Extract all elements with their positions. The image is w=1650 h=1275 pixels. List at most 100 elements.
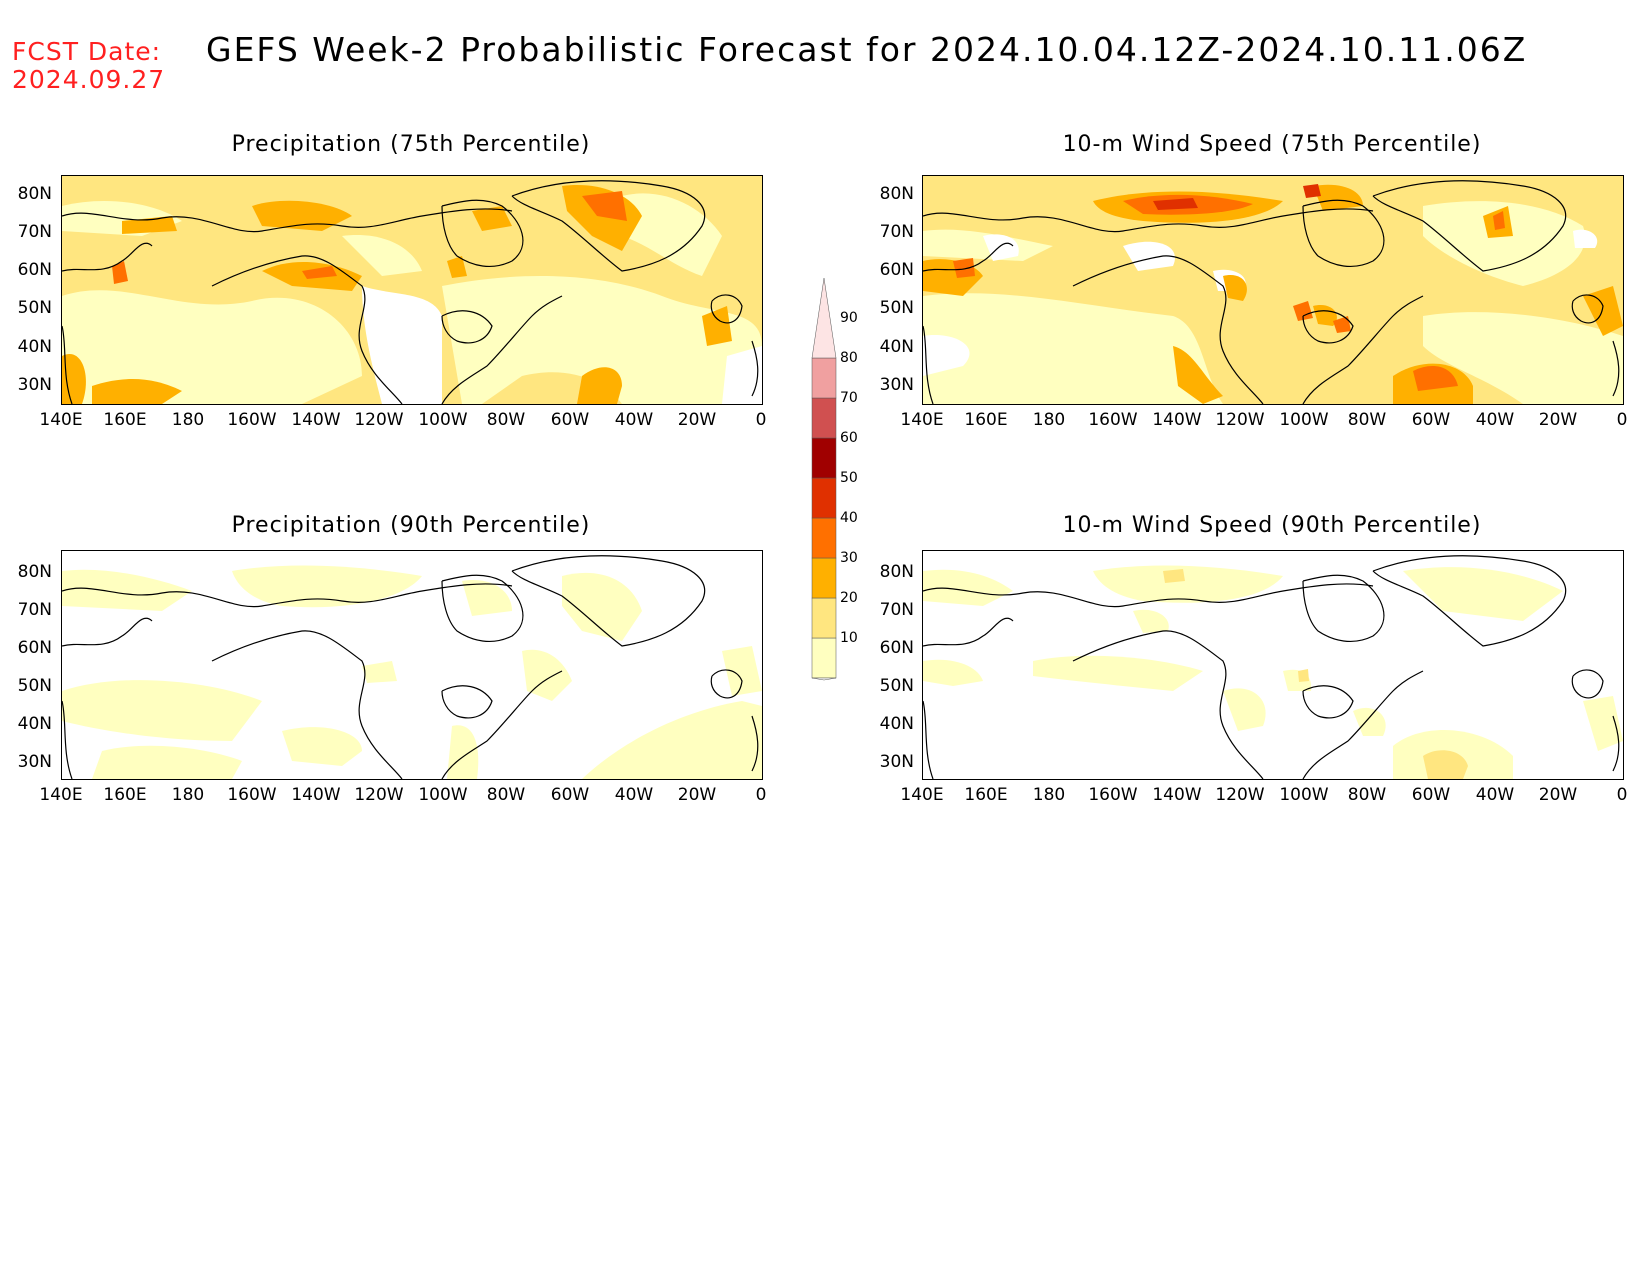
lon-label-p1-0: 0 <box>755 410 767 430</box>
forecast-date-block: FCST Date: 2024.09.27 <box>12 38 165 94</box>
map-precip-90-fill <box>62 551 762 779</box>
panel-title-precip-75: Precipitation (75th Percentile) <box>231 132 591 157</box>
colorbar-swatch-50 <box>811 477 837 519</box>
main-title: GEFS Week-2 Probabilistic Forecast for 2… <box>206 30 1528 69</box>
panel-title-precip-90: Precipitation (90th Percentile) <box>231 513 591 538</box>
colorbar-swatch-30 <box>811 557 837 599</box>
lat-label-p3-50n: 50N <box>17 676 52 696</box>
colorbar <box>811 277 837 681</box>
map-precip-90 <box>61 550 763 780</box>
lon-label-p1-80w: 80W <box>486 410 526 430</box>
lat-label-p1-70n: 70N <box>17 222 52 242</box>
colorbar-label-60: 60 <box>840 430 858 446</box>
lat-label-p1-60n: 60N <box>17 260 52 280</box>
lon-label-p1-60w: 60W <box>550 410 590 430</box>
lon-label-p3-20w: 20W <box>677 785 717 805</box>
lon-label-p1-120w: 120W <box>354 410 404 430</box>
lon-label-p3-160w: 160W <box>227 785 277 805</box>
lon-label-p1-160w: 160W <box>227 410 277 430</box>
forecast-date-value: 2024.09.27 <box>12 65 166 94</box>
lat-label-p1-50n: 50N <box>17 298 52 318</box>
lon-label-p2-160w: 160W <box>1088 410 1138 430</box>
lat-label-p3-60n: 60N <box>17 638 52 658</box>
lon-label-p2-80w: 80W <box>1347 410 1387 430</box>
lon-label-p4-140w: 140W <box>1152 785 1202 805</box>
lon-label-p2-100w: 100W <box>1279 410 1329 430</box>
lat-label-p2-40n: 40N <box>879 337 914 357</box>
panel-title-wind-75: 10-m Wind Speed (75th Percentile) <box>1062 132 1482 157</box>
colorbar-top-triangle <box>811 277 837 359</box>
lon-label-p2-0: 0 <box>1616 410 1628 430</box>
colorbar-swatch-80 <box>811 357 837 399</box>
colorbar-label-20: 20 <box>840 590 858 606</box>
lat-label-p2-80n: 80N <box>879 184 914 204</box>
lon-label-p1-140e: 140E <box>39 410 83 430</box>
lon-label-p4-40w: 40W <box>1475 785 1515 805</box>
lat-label-p4-70n: 70N <box>879 600 914 620</box>
map-wind-75 <box>922 175 1624 405</box>
map-precip-75-fill <box>62 176 762 404</box>
lon-label-p1-100w: 100W <box>418 410 468 430</box>
lon-label-p4-20w: 20W <box>1538 785 1578 805</box>
lat-label-p4-50n: 50N <box>879 676 914 696</box>
lon-label-p2-120w: 120W <box>1215 410 1265 430</box>
lon-label-p2-140w: 140W <box>1152 410 1202 430</box>
lat-label-p1-80n: 80N <box>17 184 52 204</box>
lon-label-p3-140w: 140W <box>291 785 341 805</box>
colorbar-swatch-60 <box>811 437 837 479</box>
lat-label-p4-30n: 30N <box>879 752 914 772</box>
lat-label-p3-30n: 30N <box>17 752 52 772</box>
lon-label-p4-60w: 60W <box>1411 785 1451 805</box>
lat-label-p2-30n: 30N <box>879 375 914 395</box>
lon-label-p1-20w: 20W <box>677 410 717 430</box>
lat-label-p3-70n: 70N <box>17 600 52 620</box>
lat-label-p4-60n: 60N <box>879 638 914 658</box>
lon-label-p1-180: 180 <box>171 410 205 430</box>
map-precip-75 <box>61 175 763 405</box>
colorbar-label-30: 30 <box>840 550 858 566</box>
lon-label-p1-140w: 140W <box>291 410 341 430</box>
map-wind-90-fill <box>923 551 1623 779</box>
lon-label-p3-40w: 40W <box>614 785 654 805</box>
lon-label-p3-60w: 60W <box>550 785 590 805</box>
lat-label-p3-40n: 40N <box>17 714 52 734</box>
lon-label-p4-120w: 120W <box>1215 785 1265 805</box>
lon-label-p2-160e: 160E <box>964 410 1008 430</box>
lon-label-p4-140e: 140E <box>900 785 944 805</box>
lon-label-p3-0: 0 <box>755 785 767 805</box>
colorbar-label-70: 70 <box>840 390 858 406</box>
colorbar-swatch-10 <box>811 637 837 679</box>
colorbar-bottom-triangle <box>811 677 837 681</box>
lat-label-p2-50n: 50N <box>879 298 914 318</box>
lat-label-p1-30n: 30N <box>17 375 52 395</box>
colorbar-label-40: 40 <box>840 510 858 526</box>
map-wind-90 <box>922 550 1624 780</box>
panel-title-wind-90: 10-m Wind Speed (90th Percentile) <box>1062 513 1482 538</box>
lon-label-p3-80w: 80W <box>486 785 526 805</box>
lon-label-p1-40w: 40W <box>614 410 654 430</box>
lat-label-p3-80n: 80N <box>17 562 52 582</box>
lon-label-p4-0: 0 <box>1616 785 1628 805</box>
lon-label-p3-160e: 160E <box>103 785 147 805</box>
lat-label-p4-40n: 40N <box>879 714 914 734</box>
lon-label-p2-20w: 20W <box>1538 410 1578 430</box>
lat-label-p1-40n: 40N <box>17 337 52 357</box>
lat-label-p2-70n: 70N <box>879 222 914 242</box>
map-wind-75-fill <box>923 176 1623 404</box>
lon-label-p4-80w: 80W <box>1347 785 1387 805</box>
lon-label-p2-40w: 40W <box>1475 410 1515 430</box>
colorbar-label-50: 50 <box>840 470 858 486</box>
lon-label-p3-100w: 100W <box>418 785 468 805</box>
lon-label-p2-140e: 140E <box>900 410 944 430</box>
lon-label-p2-60w: 60W <box>1411 410 1451 430</box>
colorbar-label-80: 80 <box>840 350 858 366</box>
colorbar-swatch-40 <box>811 517 837 559</box>
lon-label-p3-180: 180 <box>171 785 205 805</box>
colorbar-label-10: 10 <box>840 630 858 646</box>
lon-label-p4-100w: 100W <box>1279 785 1329 805</box>
lat-label-p2-60n: 60N <box>879 260 914 280</box>
lon-label-p4-160w: 160W <box>1088 785 1138 805</box>
lon-label-p3-120w: 120W <box>354 785 404 805</box>
lon-label-p3-140e: 140E <box>39 785 83 805</box>
lat-label-p4-80n: 80N <box>879 562 914 582</box>
